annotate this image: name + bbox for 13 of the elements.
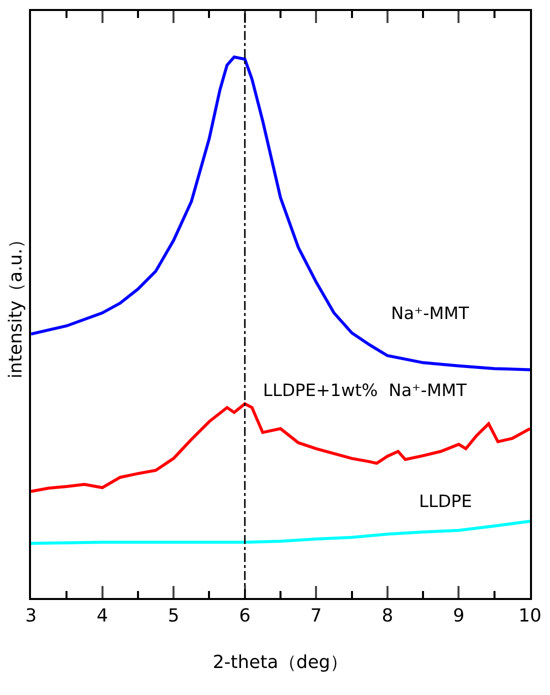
y-axis-title: intensity（a.u.）: [6, 230, 27, 378]
x-tick-label: 4: [96, 606, 108, 627]
x-tick-label: 10: [518, 606, 542, 627]
x-axis-title: 2-theta（deg）: [212, 652, 348, 674]
x-tick-label: 9: [452, 606, 464, 627]
series-label: LLDPE: [419, 492, 472, 512]
series-label: Na⁺-MMT: [391, 304, 470, 324]
series-label: LLDPE+1wt% Na⁺-MMT: [263, 381, 468, 401]
x-tick-label: 5: [168, 606, 180, 627]
x-tick-label: 3: [25, 606, 37, 627]
x-tick-label: 7: [310, 606, 322, 627]
x-tick-label: 8: [382, 606, 394, 627]
x-tick-label: 6: [239, 606, 251, 627]
